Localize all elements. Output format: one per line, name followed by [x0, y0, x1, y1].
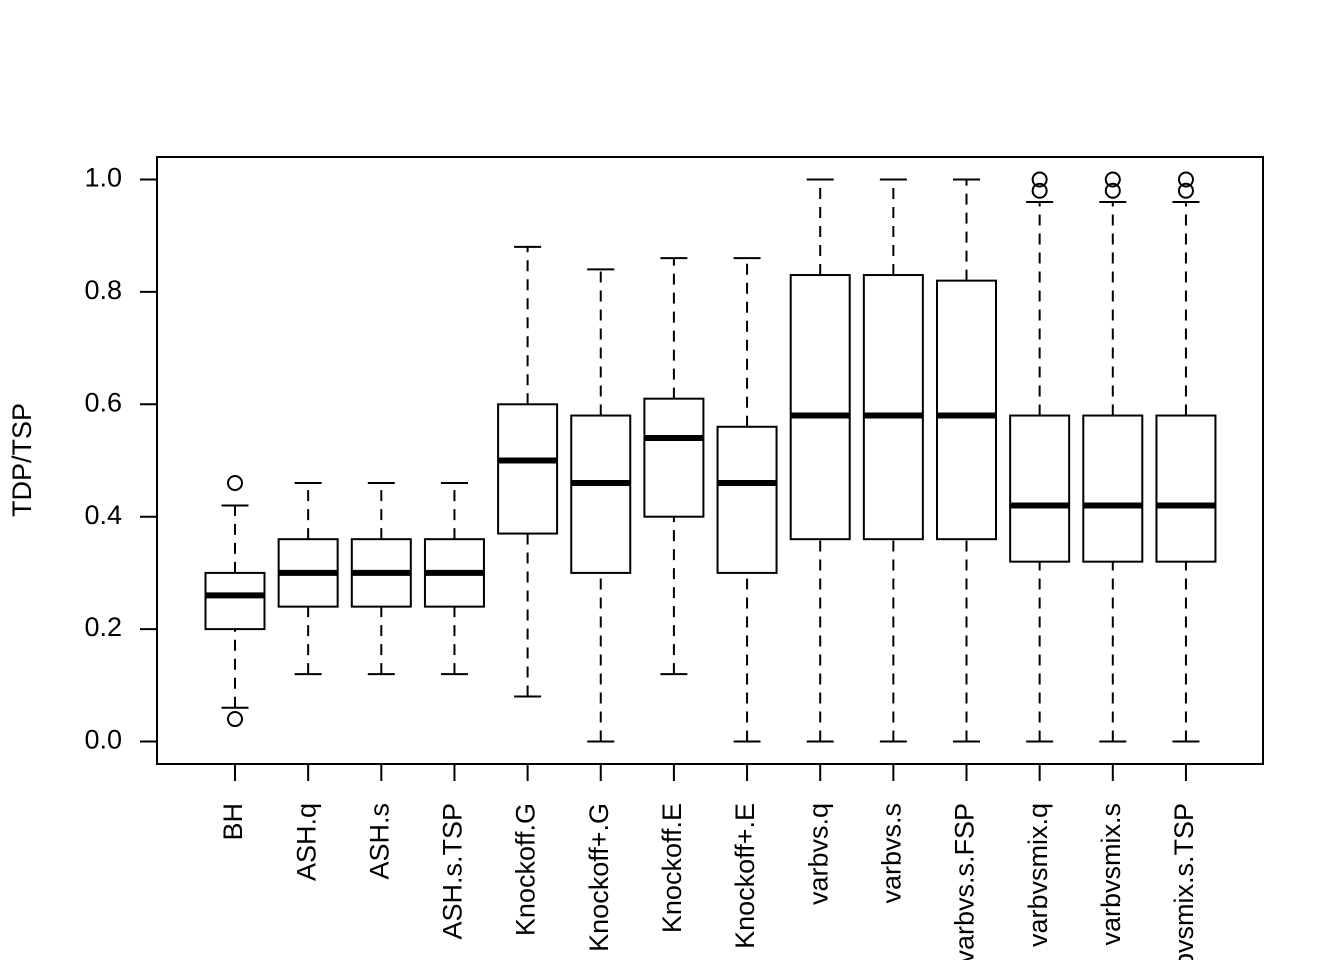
x-tick-label: Knockoff.G [511, 803, 541, 936]
box [862, 274, 924, 541]
y-tick-label: 0.0 [84, 725, 122, 755]
box [643, 397, 705, 518]
x-tick-label: Knockoff+.E [730, 803, 760, 949]
box [1155, 414, 1217, 563]
x-tick-label: varbvsmix.s [1096, 803, 1126, 946]
outlier [1104, 171, 1121, 188]
box [1082, 414, 1144, 563]
x-tick-label: varbvs.s.FSP [950, 803, 980, 960]
x-tick-label: BH [218, 803, 248, 841]
x-tick-label: ASH.s [364, 803, 394, 880]
box [570, 414, 632, 574]
plot-frame [156, 156, 1264, 765]
box [716, 425, 778, 574]
y-tick-label: 0.8 [84, 275, 122, 305]
x-tick-label: ASH.q [291, 803, 321, 881]
x-tick-label: varbvs.s [876, 803, 906, 904]
outlier [1104, 182, 1121, 199]
outlier [227, 474, 243, 491]
y-tick-label: 0.6 [84, 387, 122, 417]
box [789, 274, 851, 541]
y-tick-label: 1.0 [84, 163, 122, 193]
x-tick-label: Knockoff+.G [584, 803, 614, 952]
box [497, 403, 559, 535]
outlier [227, 711, 243, 728]
box [204, 571, 266, 631]
x-tick-label: varbvsmix.q [1023, 803, 1053, 947]
x-tick-label: ASH.s.TSP [438, 803, 468, 940]
box [1009, 414, 1071, 563]
x-tick-label: varbvs.q [803, 803, 833, 905]
outlier [1177, 182, 1194, 199]
outlier [1177, 171, 1194, 188]
outlier [1031, 182, 1048, 199]
y-tick-label: 0.4 [84, 500, 122, 530]
box [936, 279, 997, 541]
outlier [1031, 171, 1048, 188]
x-tick-label: Knockoff.E [657, 803, 687, 933]
y-tick-label: 0.2 [84, 612, 122, 642]
x-tick-label: varbvsmix.s.TSP [1169, 803, 1199, 960]
y-axis-label: TDP/TSP [7, 403, 37, 517]
